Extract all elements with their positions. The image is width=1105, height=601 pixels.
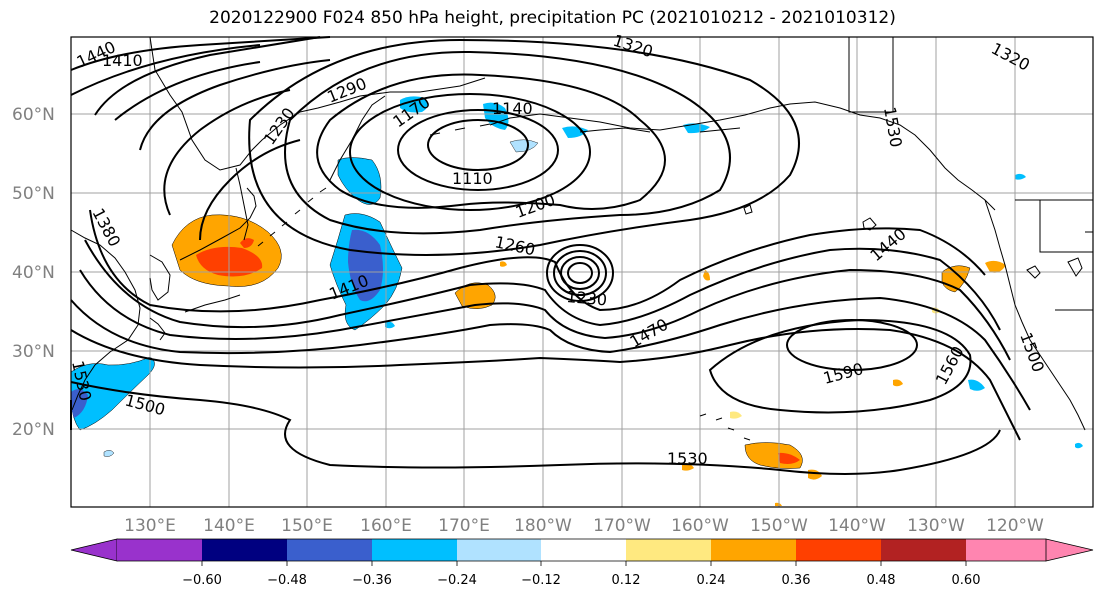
colorbar-segment bbox=[711, 539, 796, 561]
lat-tick-label: 30°N bbox=[12, 342, 55, 362]
colorbar-tick-label: 0.48 bbox=[867, 573, 896, 588]
lon-tick-label: 140°E bbox=[203, 516, 255, 536]
colorbar-segment bbox=[966, 539, 1046, 561]
lat-tick-label: 50°N bbox=[12, 184, 55, 204]
lon-tick-label: 130°E bbox=[124, 516, 176, 536]
colorbar-segment bbox=[287, 539, 372, 561]
colorbar-tick-label: −0.60 bbox=[182, 573, 222, 588]
colorbar-tick-label: −0.36 bbox=[352, 573, 392, 588]
precip-shading bbox=[70, 96, 1083, 506]
lon-tick-label: 140°W bbox=[828, 516, 886, 536]
lat-tick-labels: 60°N 50°N 40°N 30°N 20°N bbox=[12, 105, 55, 440]
colorbar: −0.60 −0.48 −0.36 −0.24 −0.12 0.12 0.24 … bbox=[70, 538, 1094, 588]
colorbar-segment bbox=[626, 539, 711, 561]
contour-label: 1140 bbox=[492, 99, 533, 118]
lon-tick-label: 160°W bbox=[671, 516, 729, 536]
colorbar-extend-min bbox=[70, 538, 118, 562]
contour-label: 1410 bbox=[102, 51, 143, 70]
lon-tick-label: 180°W bbox=[514, 516, 572, 536]
lat-tick-label: 20°N bbox=[12, 420, 55, 440]
lon-tick-label: 170°W bbox=[593, 516, 651, 536]
contour-label: 1530 bbox=[667, 449, 708, 468]
colorbar-tick-label: 0.12 bbox=[612, 573, 641, 588]
colorbar-segment bbox=[117, 539, 202, 561]
colorbar-tick-label: 0.36 bbox=[782, 573, 811, 588]
colorbar-tick-label: −0.24 bbox=[437, 573, 477, 588]
map-title: 2020122900 F024 850 hPa height, precipit… bbox=[209, 8, 896, 28]
colorbar-segment bbox=[881, 539, 966, 561]
colorbar-segment bbox=[541, 539, 626, 561]
colorbar-segment bbox=[796, 539, 881, 561]
colorbar-tick-label: −0.12 bbox=[521, 573, 561, 588]
colorbar-tick-label: 0.24 bbox=[697, 573, 726, 588]
colorbar-tick-label: 0.60 bbox=[952, 573, 981, 588]
lat-tick-label: 60°N bbox=[12, 105, 55, 125]
contour-label: 1110 bbox=[452, 169, 493, 188]
colorbar-segment bbox=[202, 539, 287, 561]
height-contours bbox=[70, 36, 1031, 475]
lon-tick-label: 130°W bbox=[907, 516, 965, 536]
coastlines bbox=[70, 36, 1094, 441]
contour-label: 1230 bbox=[566, 287, 608, 309]
lon-tick-label: 160°E bbox=[360, 516, 412, 536]
lon-tick-labels: 130°E 140°E 150°E 160°E 170°E 180°W 170°… bbox=[124, 516, 1044, 536]
lat-tick-label: 40°N bbox=[12, 263, 55, 283]
colorbar-tick-label: −0.48 bbox=[267, 573, 307, 588]
lon-tick-label: 120°W bbox=[986, 516, 1044, 536]
lon-tick-label: 150°W bbox=[750, 516, 808, 536]
colorbar-extend-max bbox=[1045, 538, 1094, 562]
colorbar-segment bbox=[372, 539, 457, 561]
lon-tick-label: 170°E bbox=[438, 516, 490, 536]
colorbar-segment bbox=[457, 539, 541, 561]
map-frame bbox=[70, 36, 1094, 508]
lon-tick-label: 150°E bbox=[281, 516, 333, 536]
